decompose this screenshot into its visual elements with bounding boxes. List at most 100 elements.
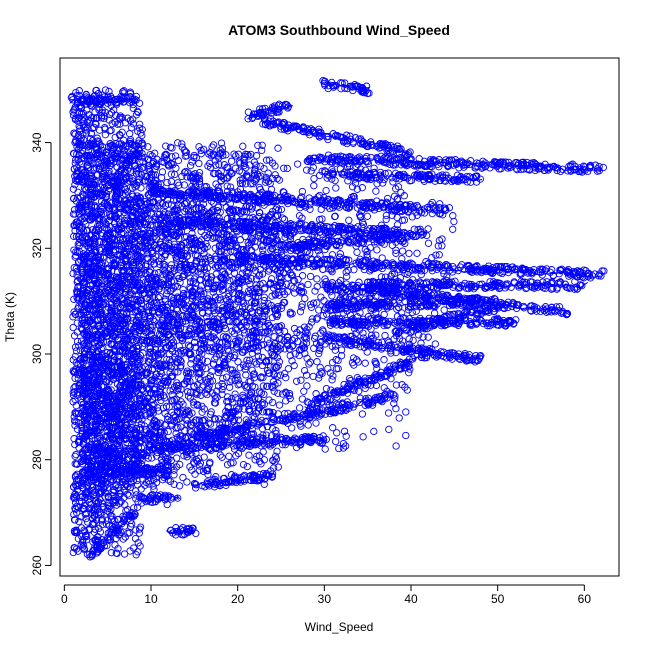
data-point (200, 453, 208, 461)
data-point (298, 272, 307, 280)
data-point (69, 108, 77, 116)
data-point (72, 347, 81, 355)
data-point (316, 363, 324, 372)
data-point (72, 197, 80, 205)
data-point (167, 177, 175, 186)
data-point (292, 377, 301, 385)
data-point (72, 526, 80, 534)
data-point (335, 444, 343, 453)
x-tick-label: 10 (144, 592, 158, 606)
data-point (252, 152, 261, 160)
plot-frame (59, 57, 620, 577)
data-point (91, 108, 99, 116)
data-point (239, 142, 247, 150)
data-point (243, 462, 251, 471)
data-point (402, 408, 410, 416)
data-point (358, 410, 367, 418)
data-point (370, 427, 378, 436)
data-point (70, 544, 78, 552)
data-point (137, 485, 145, 493)
data-point (227, 157, 236, 165)
data-point (392, 405, 400, 413)
data-point (74, 188, 82, 196)
data-point (284, 365, 293, 373)
y-tick-label: 280 (30, 449, 44, 469)
x-tick-label: 40 (404, 592, 418, 606)
data-point (126, 130, 134, 138)
y-tick-label: 320 (30, 238, 44, 258)
data-point (332, 437, 340, 446)
data-point (295, 404, 304, 412)
data-point (120, 550, 129, 558)
chart-title: ATOM3 Southbound Wind_Speed (228, 22, 450, 38)
x-axis: 0 10 20 30 40 50 60 (61, 584, 591, 606)
y-tick-label: 340 (30, 132, 44, 152)
data-point (209, 141, 218, 149)
data-point (69, 185, 78, 193)
data-point (191, 470, 199, 478)
data-point (71, 473, 80, 481)
data-point (329, 424, 337, 432)
data-point (224, 393, 232, 401)
data-point (71, 210, 79, 218)
data-point (106, 535, 115, 544)
x-tick-label: 50 (491, 592, 505, 606)
data-point (392, 442, 400, 450)
data-point (395, 414, 403, 422)
data-point (75, 223, 83, 231)
data-point (134, 481, 142, 489)
data-point (363, 212, 372, 220)
data-point (118, 114, 127, 122)
data-point (151, 149, 159, 157)
data-point (293, 160, 302, 168)
data-point (69, 323, 77, 332)
data-point (259, 448, 267, 456)
data-point (127, 124, 136, 132)
data-point (119, 136, 128, 144)
data-point (275, 401, 284, 409)
data-point (225, 452, 233, 460)
data-point (135, 120, 144, 128)
x-tick-label: 0 (61, 592, 68, 606)
data-point (107, 549, 116, 557)
data-point (239, 460, 248, 469)
data-point (75, 122, 83, 130)
data-point (164, 427, 172, 436)
data-point (373, 246, 381, 254)
data-point (332, 184, 340, 192)
data-point (384, 409, 393, 417)
data-point (89, 515, 97, 523)
data-point (381, 331, 389, 340)
data-point (222, 373, 231, 381)
data-point (70, 417, 79, 425)
data-point (321, 445, 329, 453)
data-point (322, 186, 330, 195)
data-point (126, 547, 134, 555)
data-point (73, 337, 82, 346)
data-point (76, 143, 84, 151)
data-point (81, 510, 89, 518)
data-point (69, 367, 77, 375)
data-point (70, 388, 79, 396)
data-point (113, 549, 121, 558)
data-point (310, 182, 318, 190)
data-point (230, 150, 238, 158)
data-point (359, 433, 367, 441)
data-point (174, 156, 183, 165)
y-tick-label: 300 (30, 344, 44, 364)
data-point (304, 421, 312, 429)
data-point (300, 387, 308, 395)
data-point (204, 470, 212, 479)
data-point (273, 174, 281, 183)
data-point (101, 131, 110, 139)
data-point (119, 535, 127, 543)
data-point (83, 436, 91, 444)
data-point (305, 360, 313, 368)
data-point (105, 87, 113, 96)
data-point (306, 272, 315, 281)
data-point (95, 524, 103, 533)
data-point (313, 275, 321, 283)
